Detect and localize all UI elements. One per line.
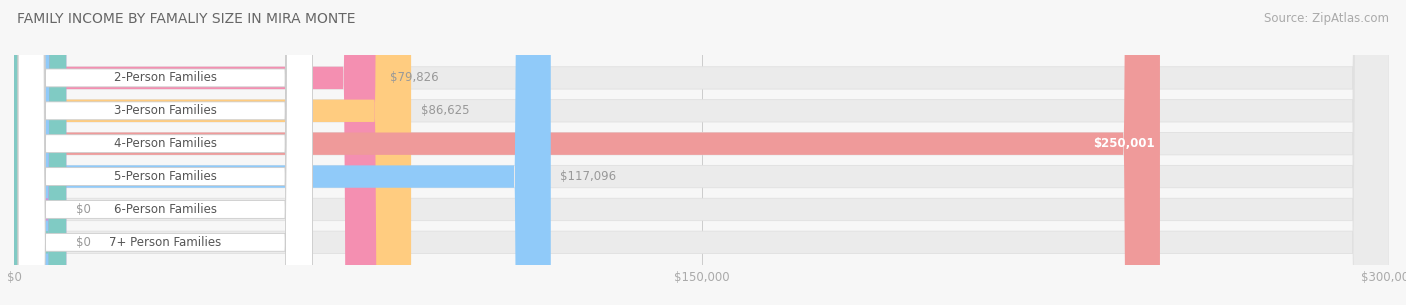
FancyBboxPatch shape [14, 0, 1160, 305]
Text: $0: $0 [76, 236, 91, 249]
Text: 4-Person Families: 4-Person Families [114, 137, 217, 150]
FancyBboxPatch shape [18, 0, 312, 305]
FancyBboxPatch shape [18, 0, 312, 305]
FancyBboxPatch shape [14, 0, 380, 305]
FancyBboxPatch shape [18, 0, 312, 305]
FancyBboxPatch shape [18, 0, 312, 305]
FancyBboxPatch shape [14, 0, 551, 305]
FancyBboxPatch shape [14, 0, 1389, 305]
FancyBboxPatch shape [18, 0, 312, 305]
FancyBboxPatch shape [14, 0, 1389, 305]
Text: $86,625: $86,625 [420, 104, 470, 117]
FancyBboxPatch shape [14, 0, 1389, 305]
Text: $250,001: $250,001 [1092, 137, 1154, 150]
FancyBboxPatch shape [14, 0, 1389, 305]
FancyBboxPatch shape [18, 0, 312, 305]
Text: Source: ZipAtlas.com: Source: ZipAtlas.com [1264, 12, 1389, 25]
Text: FAMILY INCOME BY FAMALIY SIZE IN MIRA MONTE: FAMILY INCOME BY FAMALIY SIZE IN MIRA MO… [17, 12, 356, 26]
FancyBboxPatch shape [14, 0, 411, 305]
Text: 6-Person Families: 6-Person Families [114, 203, 217, 216]
Text: 3-Person Families: 3-Person Families [114, 104, 217, 117]
Text: $79,826: $79,826 [389, 71, 439, 84]
Text: 7+ Person Families: 7+ Person Families [110, 236, 221, 249]
FancyBboxPatch shape [14, 0, 66, 305]
FancyBboxPatch shape [14, 0, 66, 305]
FancyBboxPatch shape [14, 0, 1389, 305]
Text: $117,096: $117,096 [561, 170, 616, 183]
FancyBboxPatch shape [14, 0, 1389, 305]
Text: $0: $0 [76, 203, 91, 216]
Text: 5-Person Families: 5-Person Families [114, 170, 217, 183]
Text: 2-Person Families: 2-Person Families [114, 71, 217, 84]
